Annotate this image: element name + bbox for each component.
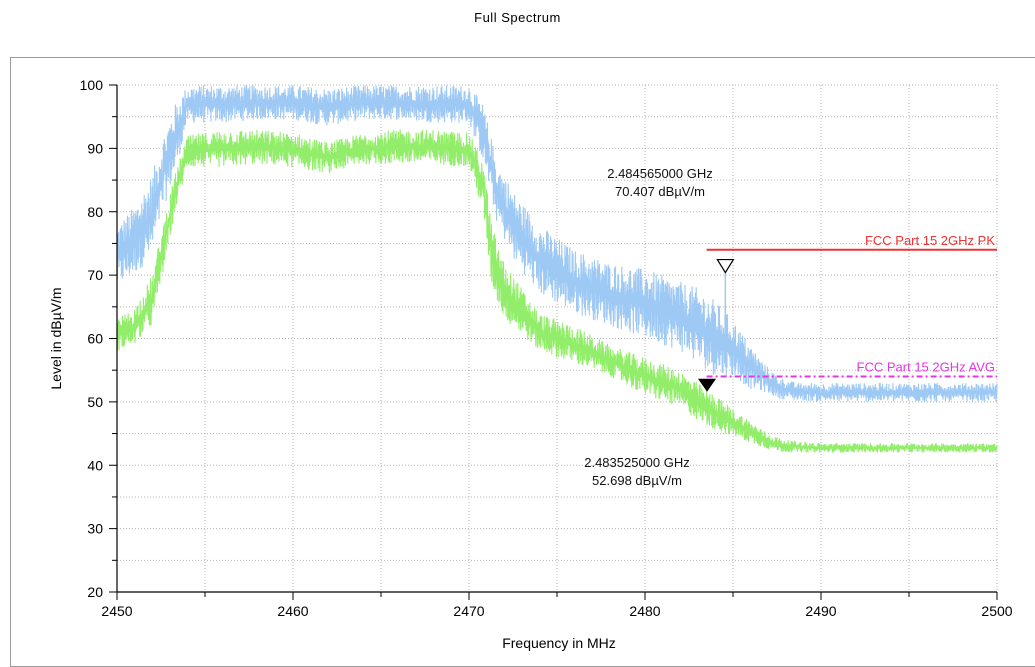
spectrum-chart: FCC Part 15 2GHz PK FCC Part 15 2GHz AVG 2… xyxy=(48,77,1013,651)
avg-marker-filled-triangle xyxy=(698,378,717,392)
x-tick-label: 2470 xyxy=(453,603,484,619)
avg-marker-level: 52.698 dBµV/m xyxy=(592,473,682,488)
avg-marker-frequency: 2.483525000 GHz xyxy=(584,455,690,470)
chart-title: Full Spectrum xyxy=(474,10,561,25)
limit-label-pk: FCC Part 15 2GHz PK xyxy=(865,233,995,248)
y-tick-label: 30 xyxy=(87,521,103,537)
series-line-1 xyxy=(116,129,998,453)
x-axis-title: Frequency in MHz xyxy=(502,635,616,651)
y-tick-label: 60 xyxy=(87,331,103,347)
y-tick-label: 50 xyxy=(87,394,103,410)
series-line-0 xyxy=(116,85,998,402)
limit-label-avg: FCC Part 15 2GHz AVG xyxy=(857,360,995,375)
y-tick-label: 40 xyxy=(87,457,103,473)
peak-marker-frequency: 2.484565000 GHz xyxy=(607,166,713,181)
x-tick-label: 2460 xyxy=(277,603,308,619)
x-tick-label: 2490 xyxy=(805,603,836,619)
y-tick-label: 100 xyxy=(80,77,104,93)
y-axis-title: Level in dBµV/m xyxy=(48,287,64,389)
peak-marker-open-triangle xyxy=(716,258,735,274)
x-tick-label: 2450 xyxy=(101,603,132,619)
y-tick-label: 80 xyxy=(87,204,103,220)
y-tick-label: 90 xyxy=(87,140,103,156)
y-tick-label: 20 xyxy=(87,584,103,600)
peak-marker-level: 70.407 dBµV/m xyxy=(615,184,705,199)
x-tick-label: 2500 xyxy=(981,603,1012,619)
y-tick-label: 70 xyxy=(87,267,103,283)
x-tick-label: 2480 xyxy=(629,603,660,619)
